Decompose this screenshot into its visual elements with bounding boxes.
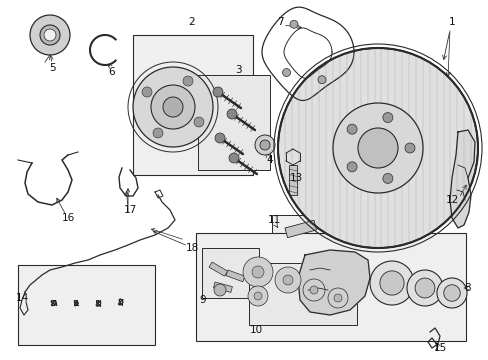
Circle shape: [251, 266, 264, 278]
Circle shape: [382, 113, 392, 122]
Circle shape: [142, 87, 152, 97]
Circle shape: [153, 128, 163, 138]
Circle shape: [333, 294, 341, 302]
Polygon shape: [297, 250, 369, 315]
Bar: [248, 263, 356, 325]
Circle shape: [357, 128, 397, 168]
Text: 9: 9: [199, 295, 206, 305]
Circle shape: [163, 97, 183, 117]
Text: 15: 15: [432, 343, 446, 353]
Circle shape: [247, 286, 267, 306]
Circle shape: [40, 25, 60, 45]
Circle shape: [243, 257, 272, 287]
Text: 16: 16: [61, 213, 75, 223]
Bar: [133, 35, 252, 175]
Text: 17: 17: [123, 205, 136, 215]
Circle shape: [414, 278, 434, 298]
Text: 7: 7: [276, 17, 283, 27]
Circle shape: [133, 67, 213, 147]
Circle shape: [151, 85, 195, 129]
Bar: [18, 265, 155, 345]
Circle shape: [260, 140, 269, 150]
Text: 3: 3: [234, 65, 241, 75]
Polygon shape: [51, 300, 57, 306]
Circle shape: [228, 153, 239, 163]
Circle shape: [379, 271, 403, 295]
Bar: [208, 262, 227, 276]
Bar: [271, 215, 329, 253]
Text: 11: 11: [267, 215, 280, 225]
Circle shape: [443, 285, 459, 301]
Text: 8: 8: [464, 283, 470, 293]
Polygon shape: [449, 130, 474, 228]
Circle shape: [183, 76, 193, 86]
Polygon shape: [119, 299, 123, 305]
Circle shape: [327, 288, 347, 308]
Circle shape: [309, 286, 317, 294]
Bar: [202, 248, 259, 298]
Circle shape: [436, 278, 466, 308]
Text: 4: 4: [266, 155, 273, 165]
Text: 2: 2: [188, 17, 195, 27]
Circle shape: [382, 174, 392, 184]
Circle shape: [303, 279, 325, 301]
Circle shape: [254, 135, 274, 155]
Circle shape: [215, 133, 224, 143]
Circle shape: [283, 275, 292, 285]
Circle shape: [317, 76, 325, 84]
Text: 1: 1: [448, 17, 454, 27]
Text: 6: 6: [108, 67, 115, 77]
Text: 10: 10: [249, 325, 262, 335]
Circle shape: [404, 143, 414, 153]
Circle shape: [253, 292, 262, 300]
Bar: [288, 165, 296, 195]
Circle shape: [278, 48, 477, 248]
Bar: [285, 220, 316, 238]
Circle shape: [274, 267, 301, 293]
Polygon shape: [74, 301, 78, 306]
Text: 5: 5: [49, 63, 55, 73]
Text: 18: 18: [185, 243, 198, 253]
Bar: [213, 282, 232, 292]
Circle shape: [44, 29, 56, 41]
Circle shape: [30, 15, 70, 55]
Circle shape: [369, 261, 413, 305]
Circle shape: [406, 270, 442, 306]
Text: 12: 12: [445, 195, 458, 205]
Text: 13: 13: [289, 173, 302, 183]
Circle shape: [332, 103, 422, 193]
Circle shape: [346, 124, 356, 134]
Bar: [198, 75, 269, 170]
Bar: [225, 270, 244, 282]
Bar: [196, 233, 465, 341]
Circle shape: [282, 68, 290, 77]
Text: 14: 14: [15, 293, 29, 303]
Polygon shape: [96, 301, 101, 306]
Circle shape: [226, 109, 237, 119]
Circle shape: [289, 20, 297, 28]
Circle shape: [346, 162, 356, 172]
Circle shape: [214, 284, 225, 296]
Circle shape: [213, 87, 223, 97]
Circle shape: [194, 117, 203, 127]
